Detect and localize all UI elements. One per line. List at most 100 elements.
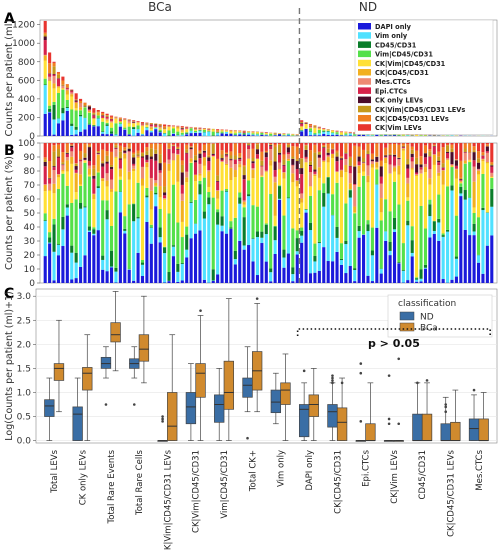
bar-segment: [282, 143, 286, 155]
bar-segment: [247, 194, 251, 197]
bar-segment: [48, 243, 52, 283]
bar-segment: [397, 165, 401, 175]
bar-segment: [87, 123, 91, 125]
bar-segment: [339, 243, 344, 259]
bar-segment: [229, 229, 233, 283]
bar-segment: [397, 143, 401, 145]
x-tick-label: CK|Vim|CD45/CD31 LEVs: [163, 449, 173, 550]
bar-segment: [163, 162, 167, 187]
bar-segment: [339, 169, 344, 171]
bar-segment: [92, 119, 96, 125]
bar-segment: [472, 235, 476, 283]
outlier-point: [359, 420, 363, 423]
bar-segment: [304, 145, 308, 150]
bar-segment: [423, 268, 428, 283]
panel-b-letter: B: [4, 143, 15, 159]
bar-segment: [481, 210, 485, 274]
bar-segment: [441, 235, 445, 237]
bar-segment: [43, 20, 47, 33]
bar-segment: [79, 174, 83, 185]
bar-segment: [476, 255, 481, 263]
outlier-point: [359, 371, 363, 375]
bar-segment: [264, 157, 268, 171]
bar-segment: [370, 153, 374, 160]
bar-segment: [114, 117, 118, 119]
bar-segment: [70, 144, 74, 146]
bar-segment: [198, 130, 202, 133]
bar-segment: [348, 143, 352, 157]
bar-segment: [485, 152, 489, 162]
bar-segment: [490, 143, 494, 163]
bar-segment: [251, 238, 255, 239]
bar-segment: [65, 171, 69, 186]
bar-segment: [322, 145, 326, 148]
bar-segment: [70, 163, 74, 203]
bar-segment: [357, 231, 361, 238]
bar-segment: [295, 251, 299, 255]
bar-segment: [56, 78, 61, 87]
bar-segment: [92, 113, 96, 115]
bar-segment: [406, 280, 410, 283]
bar-segment: [140, 185, 145, 260]
legend-swatch: [358, 87, 371, 94]
bar-segment: [180, 128, 184, 130]
bar-segment: [300, 120, 304, 122]
bar-segment: [70, 202, 74, 246]
bar-segment: [379, 166, 383, 177]
bar-segment: [224, 189, 229, 191]
bar-segment: [198, 158, 202, 164]
bar-segment: [308, 186, 313, 187]
bar-segment: [154, 160, 158, 181]
bar-segment: [410, 226, 414, 241]
bar-segment: [264, 143, 268, 151]
bar-segment: [304, 162, 308, 210]
bar-segment: [384, 199, 388, 232]
bar-segment: [109, 164, 114, 167]
bar-segment: [92, 108, 96, 113]
bar-segment: [415, 157, 419, 165]
bar-segment: [87, 145, 91, 148]
bar-segment: [308, 230, 313, 274]
bar-segment: [220, 150, 224, 155]
bar-segment: [220, 190, 224, 217]
bar-segment: [339, 258, 344, 261]
bar-segment: [202, 152, 206, 157]
bar-segment: [202, 218, 206, 280]
bar-segment: [291, 143, 295, 147]
bar-segment: [224, 156, 229, 164]
bar-segment: [70, 151, 74, 157]
bar-segment: [61, 107, 65, 114]
bar-segment: [202, 165, 206, 178]
bar-segment: [238, 192, 242, 198]
bar-segment: [198, 150, 202, 153]
bar-segment: [313, 152, 317, 170]
bar-segment: [136, 153, 140, 156]
box: [82, 367, 93, 391]
bar-segment: [454, 169, 458, 179]
bar-segment: [481, 273, 485, 283]
bar-segment: [242, 202, 246, 205]
bar-segment: [101, 181, 105, 201]
bar-segment: [52, 183, 56, 194]
bar-segment: [260, 237, 264, 244]
bar-segment: [446, 152, 450, 159]
bar-segment: [158, 237, 162, 243]
bar-segment: [476, 217, 481, 255]
bar-segment: [193, 175, 198, 182]
bar-segment: [317, 129, 321, 130]
bar-segment: [202, 150, 206, 153]
bar-segment: [423, 163, 428, 168]
bar-segment: [313, 255, 317, 262]
bar-segment: [118, 151, 122, 159]
bar-segment: [375, 169, 379, 185]
bar-segment: [180, 193, 184, 201]
bar-segment: [216, 274, 220, 283]
bar-segment: [92, 235, 96, 283]
bar-segment: [463, 190, 467, 200]
bar-segment: [388, 143, 392, 145]
bar-segment: [446, 158, 450, 160]
bar-segment: [101, 269, 105, 283]
bar-segment: [136, 218, 140, 253]
